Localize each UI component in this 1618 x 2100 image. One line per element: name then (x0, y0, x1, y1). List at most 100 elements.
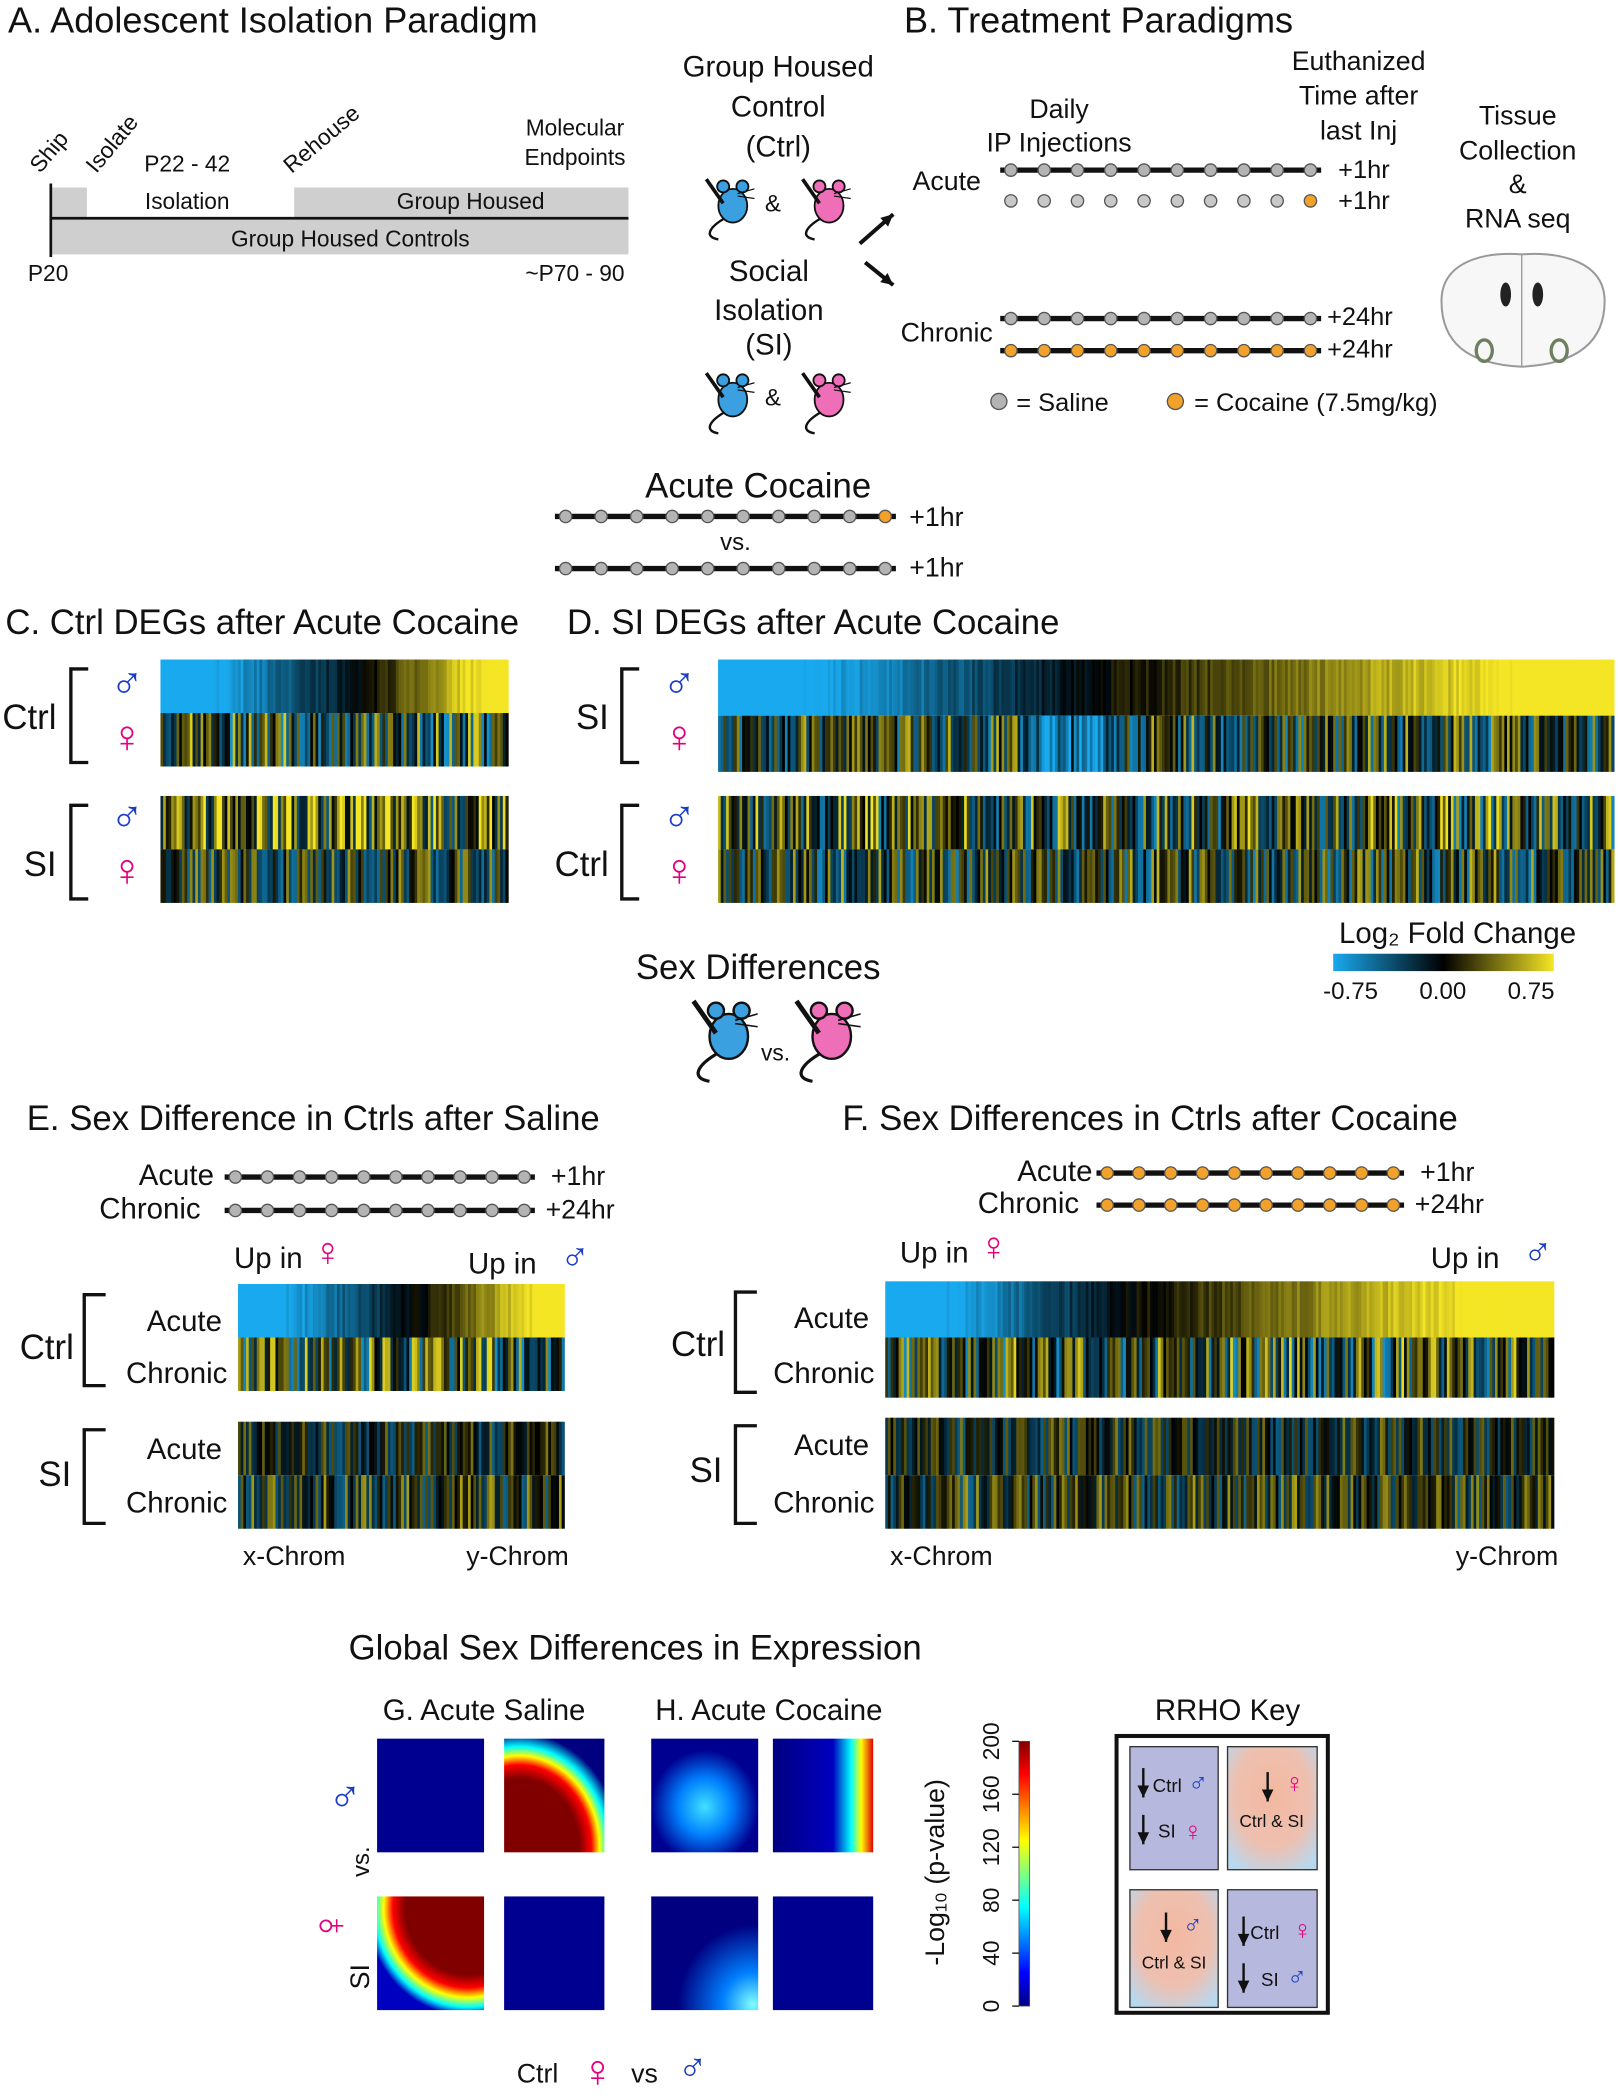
female-symbol: ♀ (1284, 1768, 1304, 1798)
mouse-icon (693, 1001, 757, 1081)
injection-dot (879, 510, 891, 522)
label: +1hr (1420, 1157, 1474, 1187)
colorbar-title: Log₂ Fold Change (1339, 917, 1576, 950)
injection-dot (1133, 1199, 1145, 1211)
injection-dot (808, 562, 820, 574)
label: (SI) (745, 329, 792, 362)
label: vs. (348, 1846, 375, 1877)
label: x-Chrom (243, 1541, 345, 1571)
label: vs (631, 2058, 658, 2088)
label: Endpoints (524, 144, 625, 170)
injection-dot (1204, 344, 1216, 356)
heatmap-stripe (1611, 796, 1614, 849)
injection-dot (390, 1171, 402, 1183)
injection-dot (1038, 312, 1050, 324)
label: RNA seq (1465, 204, 1571, 234)
bracket (622, 669, 639, 763)
label: Acute (794, 1302, 869, 1335)
rrho-map (773, 1739, 873, 1853)
bracket (84, 1295, 105, 1386)
rrho-map (504, 1739, 604, 1853)
key-quadrant (1228, 1747, 1318, 1870)
colorbar-tick-label: 0.75 (1508, 978, 1555, 1005)
panel-title: F. Sex Differences in Ctrls after Cocain… (842, 1100, 1457, 1138)
injection-dot (261, 1204, 273, 1216)
injection-dot (1165, 1167, 1177, 1179)
label: Collection (1459, 135, 1576, 165)
injection-dot (1228, 1167, 1240, 1179)
injection-dot (358, 1171, 370, 1183)
heatmap-stripe (562, 1284, 565, 1337)
label: Chronic (901, 317, 993, 347)
label: Ctrl (1153, 1775, 1182, 1796)
label: Isolation (145, 188, 230, 214)
label: Isolate (80, 109, 143, 177)
injection-dot (1260, 1167, 1272, 1179)
panel-title: RRHO Key (1155, 1694, 1301, 1727)
injection-dot (1238, 195, 1250, 207)
label: (Ctrl) (746, 131, 811, 164)
heatmap-stripe (1551, 1337, 1554, 1397)
injection-dot (1238, 344, 1250, 356)
legend-label: = Saline (1016, 389, 1108, 417)
key-quadrant (1130, 1747, 1218, 1870)
panel-title: B. Treatment Paradigms (904, 0, 1293, 40)
male-symbol: ♂ (662, 657, 696, 708)
label: Molecular (526, 114, 625, 140)
label: IP Injections (986, 127, 1131, 157)
label: Up in (1431, 1242, 1500, 1275)
injection-dot (1105, 344, 1117, 356)
mouse-icon (803, 373, 851, 433)
mouse-body (710, 1014, 749, 1059)
injection-dot (1101, 1199, 1113, 1211)
injection-dot (1101, 1167, 1113, 1179)
female-symbol: ♀ (581, 2045, 615, 2096)
injection-dot (737, 510, 749, 522)
heatmap-stripe (562, 1475, 565, 1528)
heatmap-stripe (1551, 1475, 1554, 1528)
bracket (71, 669, 88, 763)
label: & (765, 384, 781, 411)
label: Rehouse (278, 100, 364, 178)
injection-dot (1005, 312, 1017, 324)
rrho-map (651, 1739, 758, 1853)
colorbar-tick-label: 160 (978, 1775, 1004, 1813)
label: Isolation (714, 294, 824, 327)
injection-dot (1271, 164, 1283, 176)
label: Daily (1029, 94, 1089, 124)
female-symbol: ♀ (304, 1909, 355, 1943)
injection-dot (325, 1171, 337, 1183)
label: +1hr (551, 1161, 605, 1191)
rrho-map (504, 1896, 604, 2010)
injection-dot (454, 1204, 466, 1216)
bracket (84, 1430, 105, 1524)
section-title: Acute Cocaine (645, 468, 871, 506)
panel-title: A. Adolescent Isolation Paradigm (8, 0, 538, 40)
colorbar-tick-label: 0 (978, 2000, 1004, 2013)
mouse-ear (717, 374, 729, 386)
label: +24hr (1327, 335, 1393, 363)
injection-dot (1138, 344, 1150, 356)
injection-dot (559, 510, 571, 522)
male-symbol: ♂ (662, 791, 696, 842)
mouse-tail (698, 1052, 719, 1081)
injection-dot (1038, 344, 1050, 356)
male-symbol: ♂ (110, 657, 144, 708)
heatmap-stripe (1611, 849, 1614, 902)
male-symbol: ♂ (1523, 1230, 1553, 1274)
injection-dot (1138, 164, 1150, 176)
label: Up in (468, 1247, 537, 1280)
label: Tissue (1479, 101, 1557, 131)
brain-ventricle (1500, 282, 1511, 306)
male-symbol: ♂ (1188, 1768, 1208, 1798)
bracket (622, 805, 639, 899)
injection-dot (1304, 344, 1316, 356)
label: Acute (913, 166, 981, 196)
mouse-icon (706, 179, 754, 239)
injection-dot (486, 1204, 498, 1216)
injection-dot (486, 1171, 498, 1183)
label: Group Housed (683, 51, 874, 84)
heatmap-stripe (1551, 1281, 1554, 1337)
heatmap-stripe (1551, 1418, 1554, 1475)
injection-dot (325, 1204, 337, 1216)
